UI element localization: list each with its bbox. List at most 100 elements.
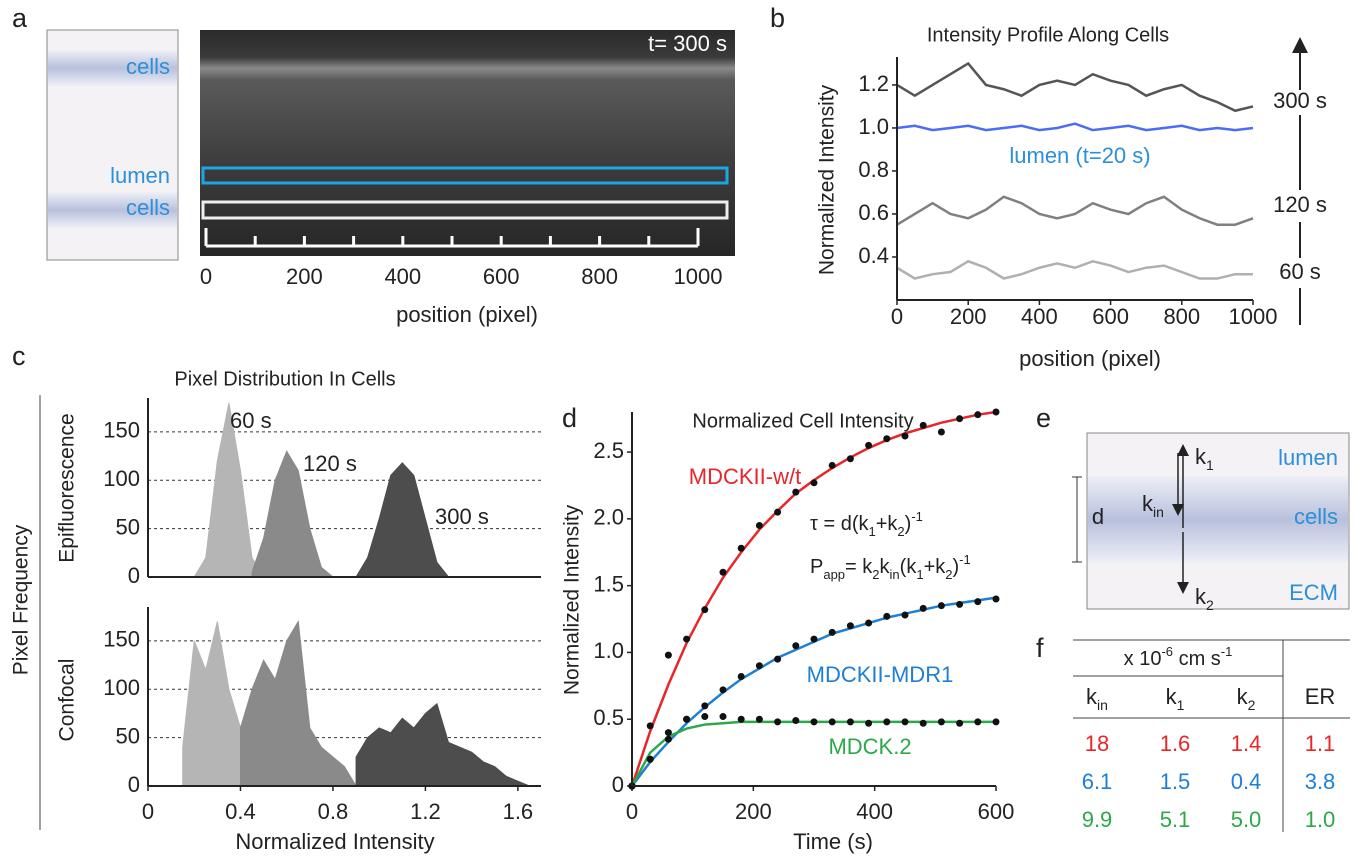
- x-tick-label: 1000: [674, 264, 723, 289]
- data-point: [901, 432, 909, 440]
- series-label: 300 s: [435, 504, 489, 529]
- series-line: [896, 61, 1254, 113]
- data-point: [846, 718, 854, 726]
- data-point: [737, 544, 745, 552]
- y-tick-label: 1.0: [858, 114, 889, 139]
- data-point: [792, 488, 800, 496]
- data-point: [683, 635, 691, 643]
- y-tick-label: 1.0: [593, 638, 624, 663]
- panel-label: f: [1036, 633, 1044, 663]
- x-tick-label: 200: [950, 304, 987, 329]
- x-tick-label: 1000: [1229, 304, 1278, 329]
- data-point: [774, 508, 782, 516]
- data-point: [865, 619, 873, 627]
- data-point: [755, 662, 763, 670]
- data-point: [810, 635, 818, 643]
- data-point: [865, 441, 873, 449]
- thickness-label: d: [1092, 504, 1104, 529]
- data-point: [792, 642, 800, 650]
- schematic-label: lumen: [110, 163, 170, 188]
- region-label: lumen: [1278, 445, 1338, 470]
- data-point: [919, 604, 927, 612]
- panel-e: lumen cells ECM d k1 kin k2: [1072, 432, 1350, 613]
- x-tick-label: 600: [1092, 304, 1129, 329]
- subplot-label: Confocal: [56, 659, 79, 742]
- panel-f: x 10-6 cm s-1 kin k1 k2 ER 18 1.6 1.4 1.1 6.…: [1073, 639, 1350, 832]
- y-tick-label: 150: [103, 418, 140, 443]
- panel-a: cells lumen cells t= 300 s position (pix…: [46, 29, 735, 327]
- data-point: [737, 715, 745, 723]
- data-point: [701, 702, 709, 710]
- column-header: k1: [1166, 684, 1185, 713]
- y-axis-label: Normalized Intensity: [816, 84, 839, 275]
- data-point: [646, 755, 654, 763]
- table-cell: 18: [1085, 731, 1109, 756]
- region-label: cells: [1294, 504, 1338, 529]
- x-tick-label: 800: [581, 264, 618, 289]
- x-tick-label: 800: [1163, 304, 1200, 329]
- column-header: ER: [1305, 684, 1336, 709]
- data-point: [792, 717, 800, 725]
- data-point: [828, 718, 836, 726]
- table-cell: 5.1: [1160, 807, 1191, 832]
- data-point: [919, 421, 927, 429]
- data-point: [828, 461, 836, 469]
- table-cell: 5.0: [1231, 807, 1262, 832]
- data-point: [901, 611, 909, 619]
- fit-line: [630, 720, 996, 787]
- data-point: [664, 651, 672, 659]
- thickness-bracket: [1072, 476, 1082, 563]
- schematic-label: cells: [126, 54, 170, 79]
- rate-label: kin: [1142, 491, 1164, 520]
- data-point: [664, 735, 672, 743]
- data-point: [883, 435, 891, 443]
- data-point: [956, 600, 964, 608]
- series-label: 120 s: [1273, 192, 1327, 217]
- histogram-area: [251, 450, 335, 578]
- series-line: [896, 195, 1254, 226]
- panel-label: d: [562, 403, 577, 433]
- series-label: 300 s: [1273, 88, 1327, 113]
- data-point: [974, 718, 982, 726]
- series-label: 60 s: [1279, 259, 1321, 284]
- series-label: MDCK.2: [828, 734, 911, 759]
- x-axis-label: position (pixel): [1019, 346, 1161, 371]
- data-point: [956, 415, 964, 423]
- data-point: [755, 715, 763, 723]
- schematic-label: cells: [126, 195, 170, 220]
- y-tick-label: 0: [128, 563, 140, 588]
- cell-band: [48, 192, 177, 228]
- x-tick-label: 600: [978, 799, 1015, 824]
- data-point: [828, 628, 836, 636]
- region-label: ECM: [1289, 580, 1338, 605]
- data-point: [683, 715, 691, 723]
- table-cell: 9.9: [1082, 807, 1113, 832]
- series-label: MDCKII-w/t: [689, 464, 801, 489]
- data-point: [846, 455, 854, 463]
- chart-title: Pixel Distribution In Cells: [174, 368, 395, 390]
- series-line: [896, 259, 1253, 280]
- y-tick-label: 0.5: [593, 705, 624, 730]
- equation: τ = d(k1+k2)-1: [810, 509, 923, 539]
- panel-label: a: [12, 3, 28, 33]
- y-tick-label: 150: [103, 627, 140, 652]
- y-tick-label: 50: [116, 514, 140, 539]
- series-label: MDCKII-MDR1: [807, 662, 954, 687]
- y-tick-label: 0.6: [858, 200, 889, 225]
- table-cell: 0.4: [1231, 769, 1262, 794]
- data-point: [755, 522, 763, 530]
- y-tick-label: 2.5: [593, 438, 624, 463]
- y-axis-label: Pixel Frequency: [10, 524, 33, 675]
- y-tick-label: 0.8: [858, 157, 889, 182]
- x-tick-label: 0: [142, 799, 154, 824]
- ruler: [204, 228, 700, 248]
- data-point: [846, 622, 854, 630]
- y-tick-label: 1.2: [858, 71, 889, 96]
- lumen-roi: [201, 166, 729, 185]
- data-point: [901, 718, 909, 726]
- column-header: kin: [1086, 684, 1108, 713]
- cells-roi: [201, 200, 729, 220]
- x-tick-label: 0: [891, 304, 903, 329]
- column-header: k2: [1237, 684, 1256, 713]
- panel-label: b: [770, 3, 785, 33]
